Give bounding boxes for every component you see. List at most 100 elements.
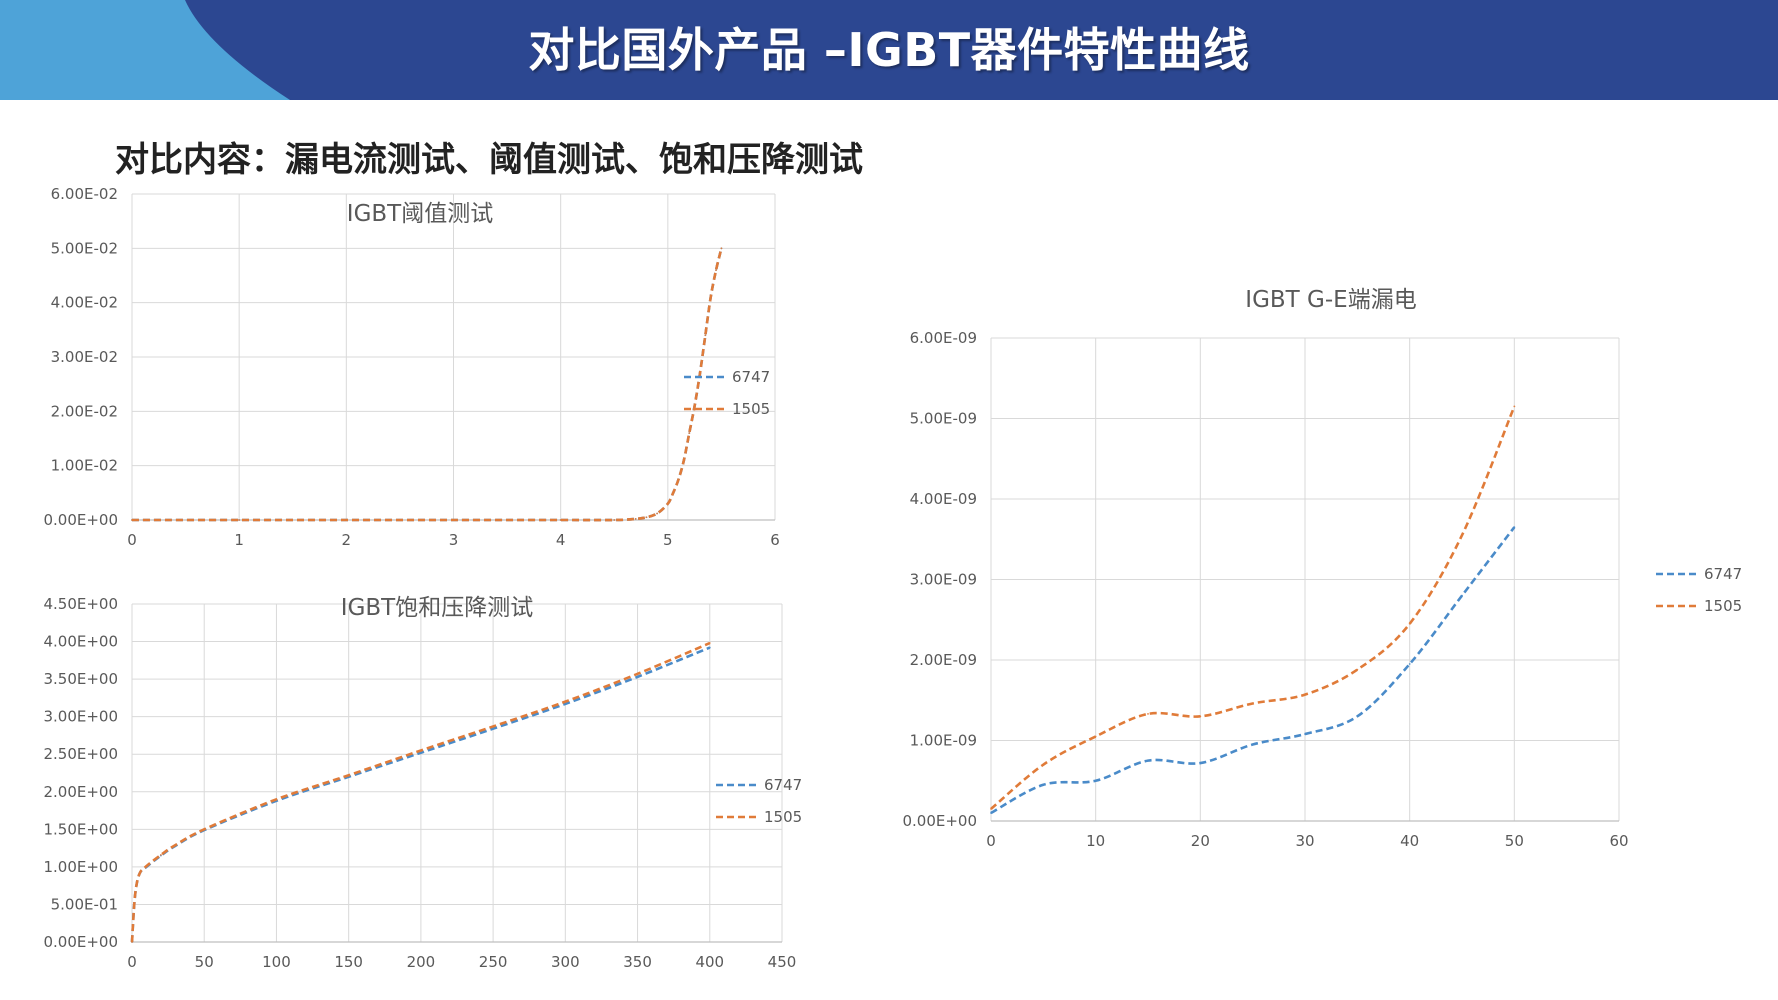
series-1505-point [1251, 702, 1254, 705]
series-1505-line [990, 405, 1516, 810]
series-6747-point [1042, 783, 1045, 786]
series-1505-point [693, 405, 696, 407]
series-1505-point [131, 941, 133, 943]
series-1505-point [203, 828, 206, 831]
x-tick-label: 10 [1086, 832, 1105, 850]
series-1505-point [720, 247, 723, 250]
series-1505-point [174, 844, 177, 847]
x-tick-label: 20 [1191, 832, 1210, 850]
series-6747-point [1356, 715, 1359, 718]
x-tick-label: 2 [342, 531, 352, 549]
series-6747-point [492, 727, 495, 730]
y-tick-label: 5.00E-02 [51, 239, 118, 257]
x-tick-label: 150 [334, 953, 363, 971]
series-1505-point [345, 519, 348, 521]
series-1505-point [688, 432, 691, 434]
series-1505-point [238, 519, 241, 521]
y-tick-label: 6.00E-09 [910, 329, 977, 347]
x-tick-label: 50 [195, 953, 214, 971]
series-1505-point [634, 518, 637, 520]
series-6747-point [419, 751, 422, 754]
series-1505-point [704, 334, 707, 337]
series-1505-point [419, 749, 422, 752]
series-1505-point [709, 296, 712, 299]
series-1505-point [452, 519, 455, 521]
series-1505-point [131, 519, 133, 521]
series-6747-point [636, 675, 639, 678]
legend-label-1505: 1505 [732, 400, 770, 418]
series-1505-point [1461, 534, 1463, 537]
series-6747-point [1461, 594, 1463, 597]
y-tick-label: 0.00E+00 [43, 933, 118, 951]
comparison-subtitle: 对比内容：漏电流测试、阈值测试、饱和压降测试 [115, 140, 863, 180]
legend-label-1505: 1505 [1704, 597, 1742, 615]
series-6747-point [990, 812, 992, 814]
x-tick-label: 0 [986, 832, 996, 850]
y-tick-label: 3.00E+00 [43, 708, 118, 726]
y-tick-label: 5.00E-01 [51, 895, 118, 913]
series-1505-point [1147, 713, 1149, 715]
x-tick-label: 40 [1400, 832, 1419, 850]
legend-label-6747: 6747 [764, 776, 802, 794]
series-1505-point [1094, 735, 1097, 738]
series-1505-point [347, 774, 350, 777]
legend-label-6747: 6747 [1704, 565, 1742, 583]
series-1505-point [133, 896, 136, 898]
series-1505-point [613, 519, 616, 521]
y-tick-label: 4.50E+00 [43, 595, 118, 613]
y-tick-label: 1.00E-02 [51, 457, 118, 475]
series-1505-point [559, 519, 562, 521]
slide-title: 对比国外产品 –IGBT器件特性曲线 [528, 23, 1250, 77]
series-6747-point [564, 702, 567, 705]
y-tick-label: 3.50E+00 [43, 670, 118, 688]
x-tick-label: 300 [551, 953, 580, 971]
y-tick-label: 0.00E+00 [43, 511, 118, 529]
series-6747-point [1094, 779, 1097, 782]
series-1505-point [683, 459, 685, 462]
series-1505-point [699, 372, 701, 375]
y-tick-label: 0.00E+00 [902, 812, 977, 830]
y-tick-label: 5.00E-09 [910, 410, 977, 428]
x-tick-label: 5 [663, 531, 673, 549]
series-1505-point [145, 865, 148, 868]
x-tick-label: 0 [127, 953, 137, 971]
series-1505-point [275, 798, 278, 801]
header-band: 对比国外产品 –IGBT器件特性曲线 [0, 0, 1778, 100]
series-6747-point [1147, 759, 1149, 762]
threshold-test-chart: 0 1 2 3 4 5 6 0.00E+00 1.00E-02 2.00E-02 3.00E-02 4… [43, 185, 780, 549]
y-tick-label: 3.00E-09 [910, 571, 977, 589]
series-1505-point [645, 516, 648, 519]
series-6747-point [1199, 762, 1202, 764]
series-6747-point [1251, 743, 1254, 746]
series-1505-point [990, 808, 992, 810]
series-1505-point [1513, 405, 1516, 408]
x-tick-label: 250 [479, 953, 508, 971]
series-1505-point [677, 478, 680, 481]
y-tick-label: 1.50E+00 [43, 820, 118, 838]
series-6747-point [1304, 733, 1306, 735]
series-6747-line [990, 526, 1516, 815]
series-1505-point [666, 502, 669, 505]
series-1505-point [656, 512, 659, 515]
series-1505-point [138, 873, 141, 876]
series-1505-point [492, 725, 495, 728]
chart-title: IGBT饱和压降测试 [341, 595, 533, 621]
y-tick-label: 4.00E+00 [43, 633, 118, 651]
series-6747-point [708, 646, 711, 649]
x-tick-label: 30 [1295, 832, 1314, 850]
y-tick-label: 6.00E-02 [51, 185, 118, 203]
x-tick-label: 1 [234, 531, 244, 549]
x-tick-label: 0 [127, 531, 137, 549]
y-tick-label: 2.50E+00 [43, 745, 118, 763]
x-tick-label: 100 [262, 953, 291, 971]
x-tick-label: 6 [770, 531, 780, 549]
y-tick-label: 3.00E-02 [51, 348, 118, 366]
series-1505-point [672, 491, 675, 494]
series-6747-point [1408, 663, 1411, 665]
y-tick-label: 2.00E+00 [43, 783, 118, 801]
header-swoosh-decoration [0, 0, 290, 100]
x-tick-label: 4 [556, 531, 566, 549]
series-1505-point [159, 853, 162, 856]
y-tick-label: 1.00E+00 [43, 858, 118, 876]
y-tick-label: 1.00E-09 [910, 732, 977, 750]
